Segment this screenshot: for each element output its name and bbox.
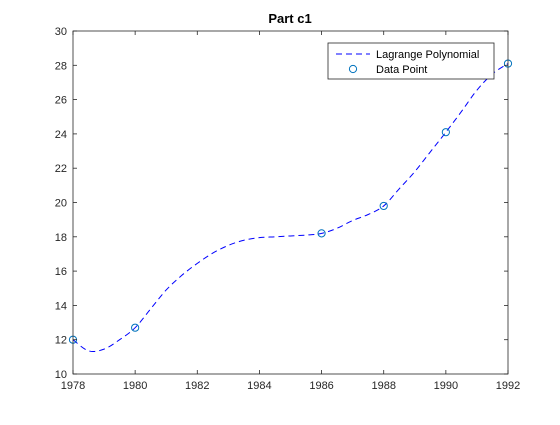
data-point-marker: [131, 323, 140, 332]
y-tick-label: 26: [55, 95, 67, 107]
tick-layer: 1978 1980 1982 1984 1986 1988 1990 1992 10 12 14 16…: [55, 26, 520, 392]
x-tick-label: 1992: [496, 380, 520, 392]
y-tick-label: 14: [55, 300, 67, 312]
y-tick-label: 16: [55, 266, 67, 278]
x-tick-label: 1980: [123, 380, 147, 392]
legend-box: [327, 42, 495, 80]
x-tick-label: 1986: [309, 380, 333, 392]
x-tick-label: 1978: [61, 380, 85, 392]
x-tick-label: 1982: [185, 380, 209, 392]
y-tick-label: 18: [55, 232, 67, 244]
legend: Lagrange Polynomial Data Point: [327, 42, 495, 80]
y-tick-label: 28: [55, 60, 67, 72]
data-point-marker: [441, 128, 450, 137]
x-tick-label: 1990: [434, 380, 458, 392]
y-tick-label: 30: [55, 26, 67, 38]
legend-marker-swatch: [348, 64, 358, 74]
x-tick-label: 1984: [247, 380, 271, 392]
data-point-marker: [317, 229, 326, 238]
y-tick-label: 24: [55, 129, 67, 141]
curve-layer: [72, 63, 509, 353]
y-tick-label: 12: [55, 335, 67, 347]
x-tick-label: 1988: [371, 380, 395, 392]
y-tick-label: 22: [55, 163, 67, 175]
axes-background: [73, 31, 508, 374]
y-tick-label: 10: [55, 369, 67, 381]
data-point-marker: [379, 201, 388, 211]
legend-label-data-point: Data Point: [376, 64, 427, 76]
legend-label-lagrange: Lagrange Polynomial: [376, 49, 479, 61]
y-tick-label: 20: [55, 198, 67, 210]
lagrange-polynomial-line: [72, 63, 509, 353]
chart-title: Part c1: [268, 11, 311, 26]
